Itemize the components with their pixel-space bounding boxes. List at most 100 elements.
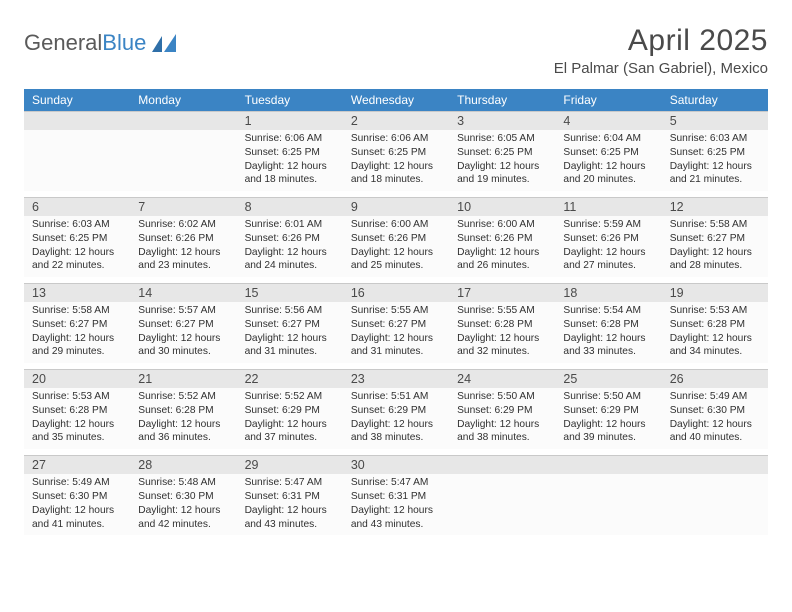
sunset-text: Sunset: 6:25 PM bbox=[351, 146, 441, 160]
sunrise-text: Sunrise: 6:06 AM bbox=[351, 132, 441, 146]
daylight-text: and 20 minutes. bbox=[563, 173, 653, 187]
day-cell: Sunrise: 5:50 AMSunset: 6:29 PMDaylight:… bbox=[555, 388, 661, 449]
day-cell: Sunrise: 5:55 AMSunset: 6:27 PMDaylight:… bbox=[343, 302, 449, 363]
daylight-text: and 19 minutes. bbox=[457, 173, 547, 187]
week-0-data: Sunrise: 6:06 AM Sunset: 6:25 PM Dayligh… bbox=[24, 130, 768, 191]
sunset-text: Sunset: 6:31 PM bbox=[351, 490, 441, 504]
daylight-text: and 26 minutes. bbox=[457, 259, 547, 273]
page-title: April 2025 bbox=[554, 24, 768, 58]
daylight-text: and 21 minutes. bbox=[670, 173, 760, 187]
daylight-text: Daylight: 12 hours bbox=[245, 160, 335, 174]
sunset-text: Sunset: 6:28 PM bbox=[670, 318, 760, 332]
day-number: 9 bbox=[343, 198, 449, 216]
page: GeneralBlue April 2025 El Palmar (San Ga… bbox=[0, 0, 792, 535]
weekday-thursday: Thursday bbox=[449, 89, 555, 111]
day-number: 27 bbox=[24, 456, 130, 474]
day-cell: Sunrise: 6:06 AM Sunset: 6:25 PM Dayligh… bbox=[343, 130, 449, 191]
day-cell bbox=[24, 130, 130, 191]
weekday-sunday: Sunday bbox=[24, 89, 130, 111]
day-cell: Sunrise: 5:50 AMSunset: 6:29 PMDaylight:… bbox=[449, 388, 555, 449]
day-cell: Sunrise: 6:02 AMSunset: 6:26 PMDaylight:… bbox=[130, 216, 236, 277]
daylight-text: Daylight: 12 hours bbox=[563, 418, 653, 432]
sunset-text: Sunset: 6:26 PM bbox=[457, 232, 547, 246]
daylight-text: and 23 minutes. bbox=[138, 259, 228, 273]
daylight-text: Daylight: 12 hours bbox=[457, 332, 547, 346]
sunset-text: Sunset: 6:28 PM bbox=[563, 318, 653, 332]
sunset-text: Sunset: 6:26 PM bbox=[245, 232, 335, 246]
day-cell: Sunrise: 5:47 AMSunset: 6:31 PMDaylight:… bbox=[237, 474, 343, 535]
daylight-text: Daylight: 12 hours bbox=[245, 246, 335, 260]
daylight-text: and 29 minutes. bbox=[32, 345, 122, 359]
day-number: 18 bbox=[555, 284, 661, 302]
daylight-text: and 40 minutes. bbox=[670, 431, 760, 445]
daylight-text: Daylight: 12 hours bbox=[32, 332, 122, 346]
daylight-text: Daylight: 12 hours bbox=[457, 160, 547, 174]
daylight-text: Daylight: 12 hours bbox=[245, 332, 335, 346]
sunrise-text: Sunrise: 5:58 AM bbox=[32, 304, 122, 318]
sunset-text: Sunset: 6:26 PM bbox=[351, 232, 441, 246]
day-cell: Sunrise: 5:53 AMSunset: 6:28 PMDaylight:… bbox=[662, 302, 768, 363]
sunset-text: Sunset: 6:30 PM bbox=[138, 490, 228, 504]
daylight-text: Daylight: 12 hours bbox=[351, 418, 441, 432]
day-number: 8 bbox=[237, 198, 343, 216]
day-cell: Sunrise: 6:03 AMSunset: 6:25 PMDaylight:… bbox=[24, 216, 130, 277]
sunrise-text: Sunrise: 6:00 AM bbox=[457, 218, 547, 232]
week-2-data: Sunrise: 5:58 AMSunset: 6:27 PMDaylight:… bbox=[24, 302, 768, 363]
day-cell: Sunrise: 6:03 AM Sunset: 6:25 PM Dayligh… bbox=[662, 130, 768, 191]
day-cell: Sunrise: 5:52 AMSunset: 6:29 PMDaylight:… bbox=[237, 388, 343, 449]
sunset-text: Sunset: 6:27 PM bbox=[32, 318, 122, 332]
sunrise-text: Sunrise: 5:59 AM bbox=[563, 218, 653, 232]
daylight-text: Daylight: 12 hours bbox=[351, 332, 441, 346]
sunrise-text: Sunrise: 5:52 AM bbox=[245, 390, 335, 404]
day-number: 2 bbox=[343, 112, 449, 130]
daylight-text: and 38 minutes. bbox=[351, 431, 441, 445]
day-cell: Sunrise: 5:57 AMSunset: 6:27 PMDaylight:… bbox=[130, 302, 236, 363]
daylight-text: and 31 minutes. bbox=[351, 345, 441, 359]
sunset-text: Sunset: 6:30 PM bbox=[670, 404, 760, 418]
sunrise-text: Sunrise: 6:03 AM bbox=[670, 132, 760, 146]
daylight-text: Daylight: 12 hours bbox=[670, 418, 760, 432]
weekday-header-row: Sunday Monday Tuesday Wednesday Thursday… bbox=[24, 89, 768, 111]
day-number: 10 bbox=[449, 198, 555, 216]
sunset-text: Sunset: 6:28 PM bbox=[457, 318, 547, 332]
sunset-text: Sunset: 6:27 PM bbox=[670, 232, 760, 246]
sunrise-text: Sunrise: 6:03 AM bbox=[32, 218, 122, 232]
day-cell: Sunrise: 5:58 AMSunset: 6:27 PMDaylight:… bbox=[662, 216, 768, 277]
daylight-text: and 36 minutes. bbox=[138, 431, 228, 445]
sunrise-text: Sunrise: 5:57 AM bbox=[138, 304, 228, 318]
day-number: 23 bbox=[343, 370, 449, 388]
day-cell: Sunrise: 5:53 AMSunset: 6:28 PMDaylight:… bbox=[24, 388, 130, 449]
calendar: Sunday Monday Tuesday Wednesday Thursday… bbox=[24, 89, 768, 535]
daylight-text: and 43 minutes. bbox=[351, 518, 441, 532]
sunrise-text: Sunrise: 5:51 AM bbox=[351, 390, 441, 404]
sunset-text: Sunset: 6:29 PM bbox=[351, 404, 441, 418]
daylight-text: and 39 minutes. bbox=[563, 431, 653, 445]
day-number: 13 bbox=[24, 284, 130, 302]
day-number: 7 bbox=[130, 198, 236, 216]
sunrise-text: Sunrise: 5:56 AM bbox=[245, 304, 335, 318]
daylight-text: Daylight: 12 hours bbox=[138, 332, 228, 346]
logo: GeneralBlue bbox=[24, 24, 178, 56]
sunset-text: Sunset: 6:27 PM bbox=[351, 318, 441, 332]
sunrise-text: Sunrise: 6:05 AM bbox=[457, 132, 547, 146]
day-cell bbox=[449, 474, 555, 535]
sunset-text: Sunset: 6:29 PM bbox=[563, 404, 653, 418]
day-cell bbox=[555, 474, 661, 535]
weekday-friday: Friday bbox=[555, 89, 661, 111]
sunset-text: Sunset: 6:28 PM bbox=[32, 404, 122, 418]
day-number: 22 bbox=[237, 370, 343, 388]
weekday-saturday: Saturday bbox=[662, 89, 768, 111]
day-number bbox=[24, 112, 130, 130]
daylight-text: and 18 minutes. bbox=[245, 173, 335, 187]
day-cell: Sunrise: 5:48 AMSunset: 6:30 PMDaylight:… bbox=[130, 474, 236, 535]
week-1-data: Sunrise: 6:03 AMSunset: 6:25 PM Daylight:… bbox=[24, 216, 768, 277]
daylight-text: Daylight: 12 hours bbox=[245, 504, 335, 518]
day-number: 24 bbox=[449, 370, 555, 388]
day-number: 26 bbox=[662, 370, 768, 388]
day-number: 29 bbox=[237, 456, 343, 474]
sunset-text: Sunset: 6:29 PM bbox=[457, 404, 547, 418]
sunset-text: Sunset: 6:25 PM bbox=[32, 232, 122, 246]
day-number bbox=[130, 112, 236, 130]
day-cell: Sunrise: 5:52 AMSunset: 6:28 PMDaylight:… bbox=[130, 388, 236, 449]
day-cell: Sunrise: 5:49 AMSunset: 6:30 PMDaylight:… bbox=[662, 388, 768, 449]
